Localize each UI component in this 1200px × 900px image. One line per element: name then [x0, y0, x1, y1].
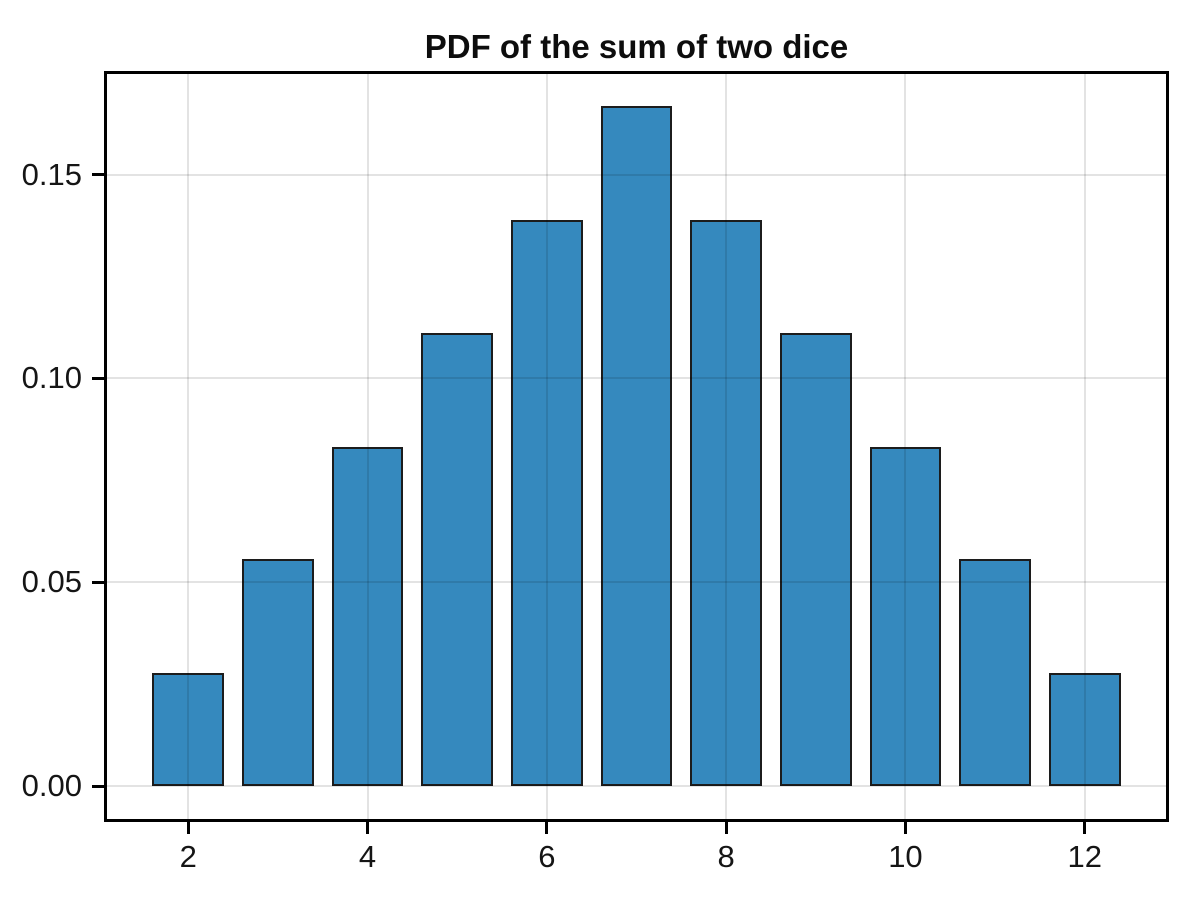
y-tick [92, 173, 104, 177]
bar-sum-2 [152, 672, 225, 787]
x-tick [186, 822, 190, 834]
gridline-x [545, 71, 548, 822]
x-tick-label: 12 [1067, 839, 1102, 874]
bar-sum-7 [600, 106, 673, 787]
y-tick-label: 0.05 [21, 564, 82, 600]
bar-sum-12 [1048, 672, 1121, 787]
gridline-x [366, 71, 369, 822]
y-tick [92, 580, 104, 584]
x-tick [366, 822, 370, 834]
y-tick-label: 0.00 [21, 768, 82, 804]
gridline-y [104, 173, 1169, 176]
x-tick [724, 822, 728, 834]
x-tick [903, 822, 907, 834]
bar-sum-9 [779, 333, 852, 787]
bar-sum-3 [242, 559, 314, 787]
gridline-x [725, 71, 728, 822]
y-tick-label: 0.15 [21, 156, 82, 192]
gridline-y [104, 581, 1169, 584]
bar-sum-11 [959, 559, 1031, 787]
y-tick [92, 376, 104, 380]
gridline-y [104, 785, 1169, 788]
x-tick-label: 2 [179, 839, 197, 874]
gridline-x [1083, 71, 1086, 822]
gridline-x [904, 71, 907, 822]
gridline-x [187, 71, 190, 822]
y-tick [92, 784, 104, 788]
bar-sum-5 [421, 333, 494, 787]
plot-area: 0.00 0.05 0.10 0.15 2 4 6 8 10 12 [22, 71, 1169, 874]
x-tick [545, 822, 549, 834]
x-tick-label: 4 [358, 839, 377, 874]
x-tick-label: 8 [717, 839, 735, 874]
bar-sum-6 [510, 219, 583, 787]
gridline-y [104, 377, 1169, 380]
x-tick-label: 10 [888, 839, 923, 874]
bar-sum-4 [331, 446, 404, 787]
y-tick-label: 0.10 [21, 360, 82, 396]
chart-title: PDF of the sum of two dice [424, 28, 849, 65]
x-tick-label: 6 [538, 839, 556, 874]
bar-sum-10 [869, 446, 942, 787]
x-tick [1083, 822, 1087, 834]
bar-sum-8 [690, 219, 762, 787]
